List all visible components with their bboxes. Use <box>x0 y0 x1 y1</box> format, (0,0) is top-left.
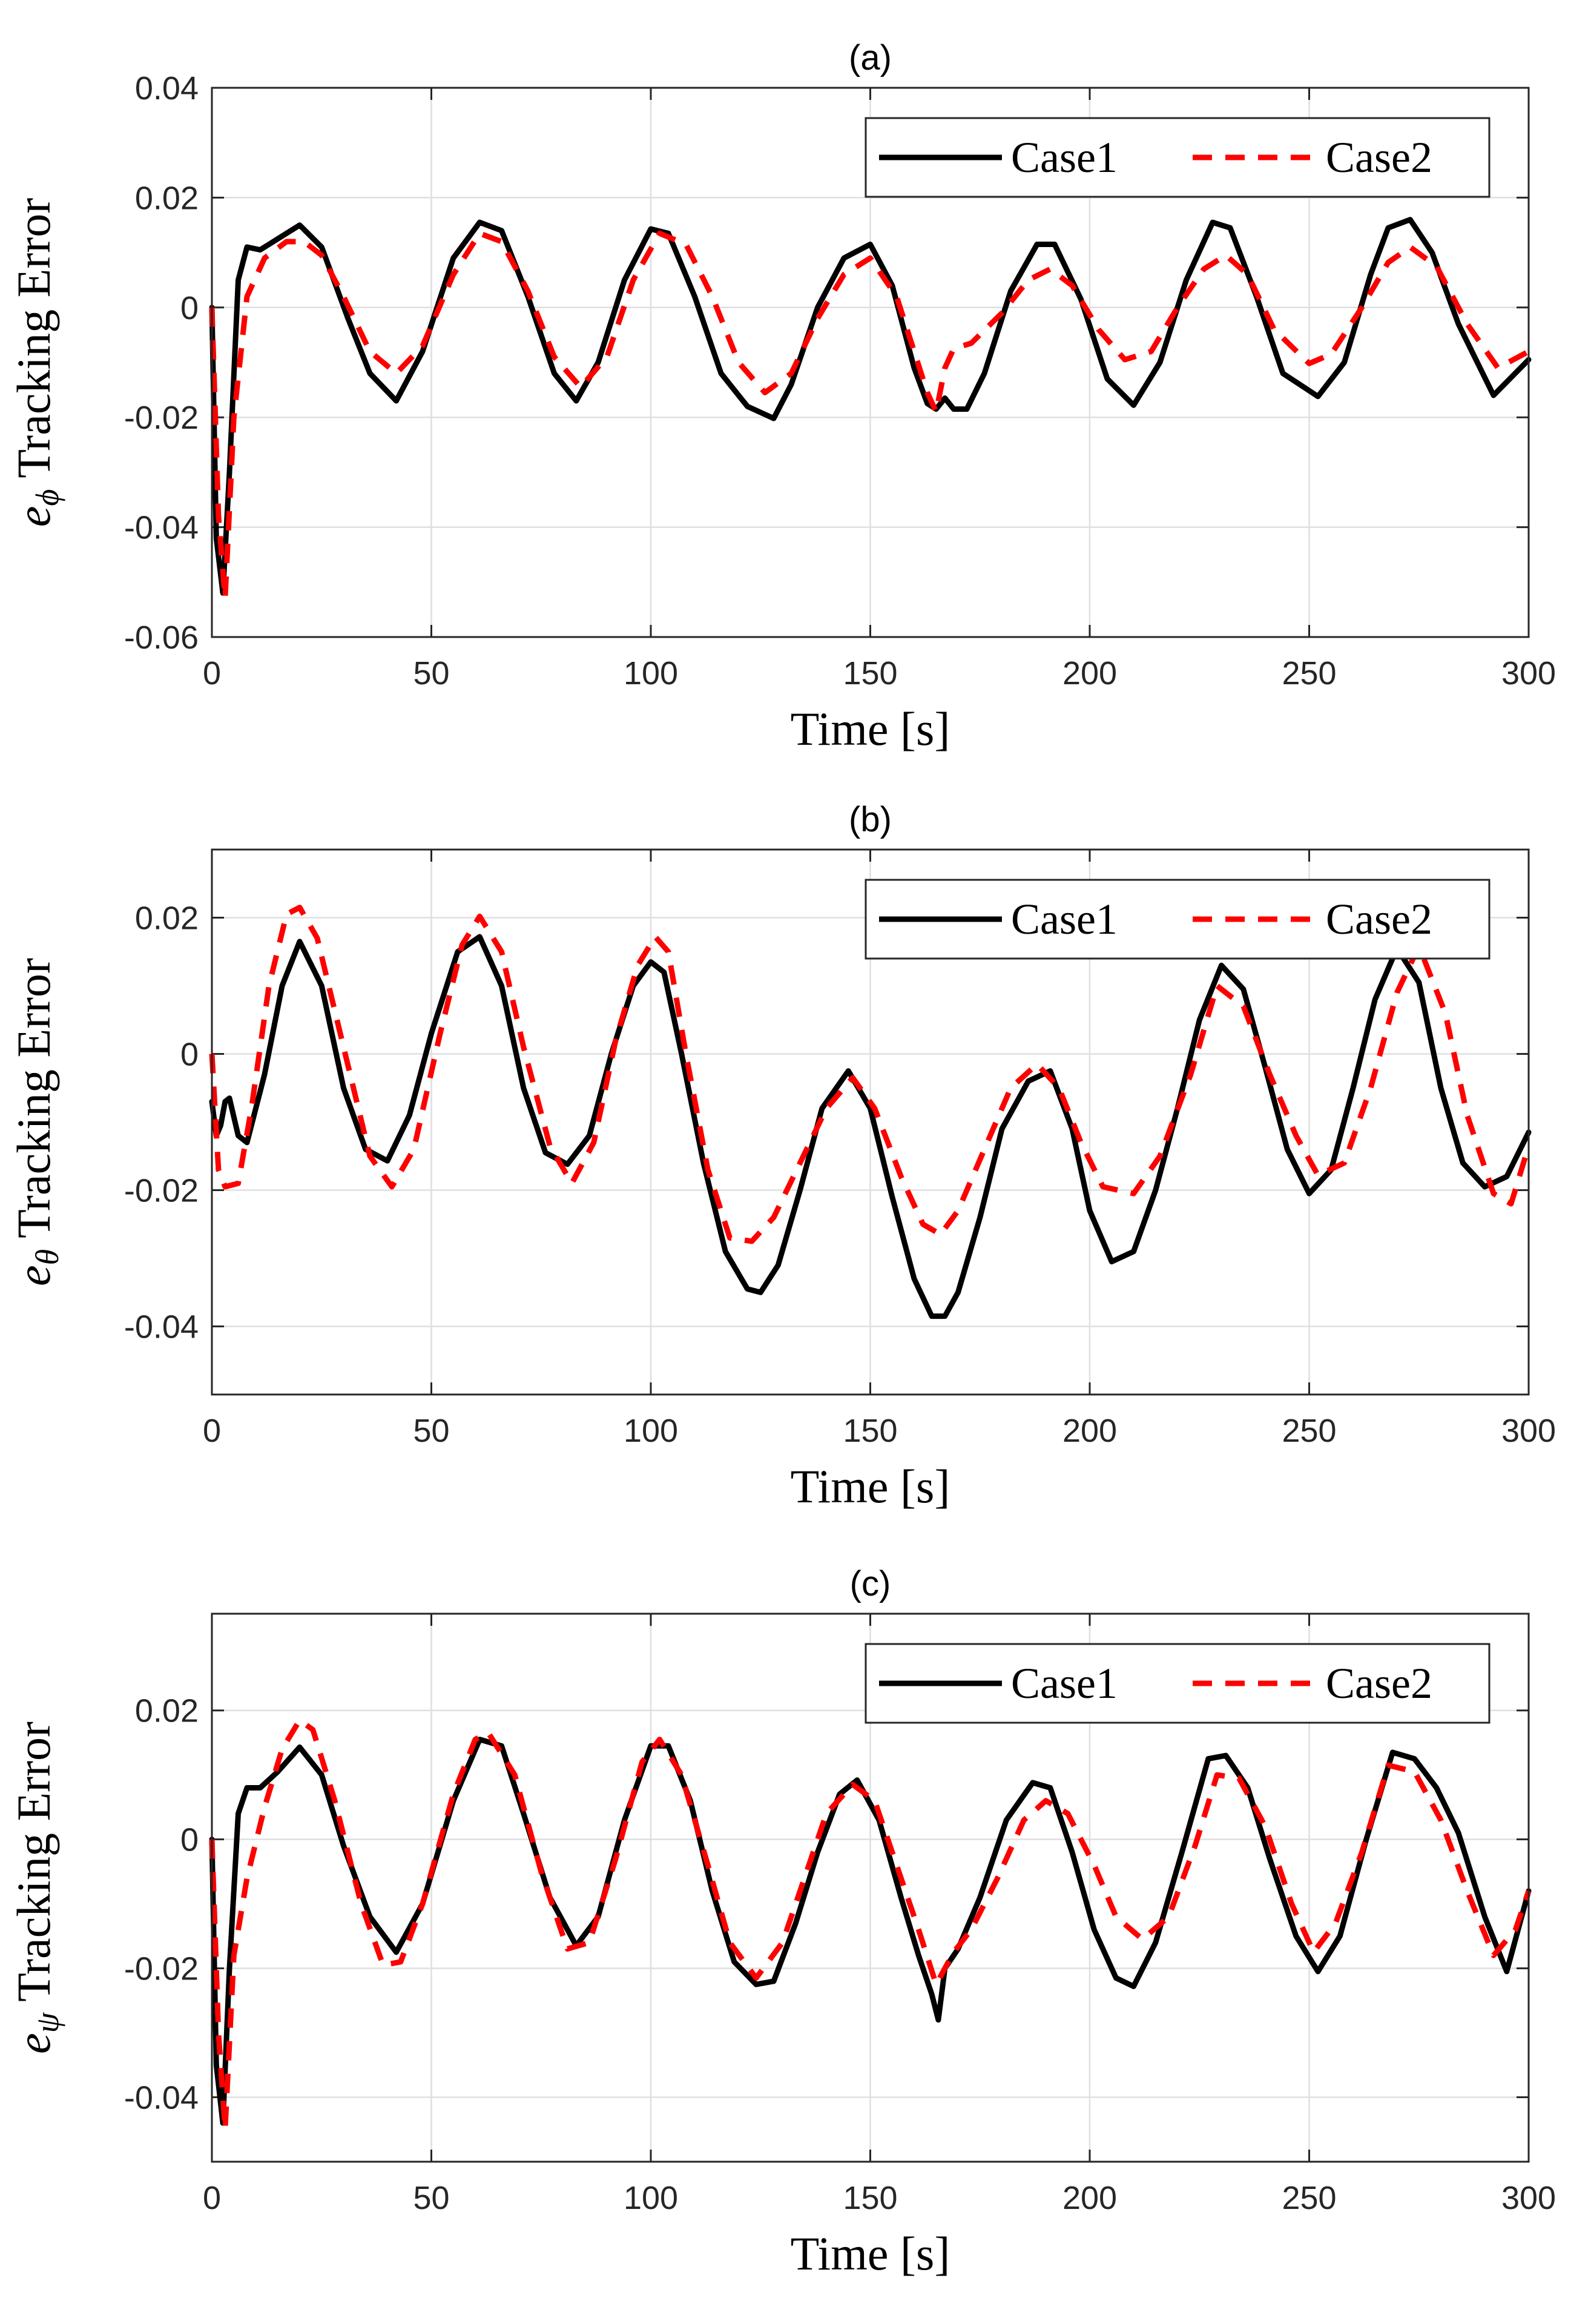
axes-box <box>211 87 1530 638</box>
y-tick-label: 0 <box>180 290 199 326</box>
y-axis-text: Tracking Error <box>7 198 60 478</box>
x-tick-label: 0 <box>203 655 221 692</box>
legend-label-case1: Case1 <box>1011 1659 1118 1708</box>
legend: Case1 Case2 <box>865 117 1491 198</box>
x-tick-label: 150 <box>843 2180 897 2216</box>
axes-box <box>211 1613 1530 2163</box>
x-tick-label: 200 <box>1062 655 1117 692</box>
x-tick-label: 150 <box>843 655 897 692</box>
y-axis-label: eθ Tracking Error <box>7 958 65 1286</box>
x-tick-label: 100 <box>624 2180 678 2216</box>
x-tick-label: 0 <box>203 2180 221 2216</box>
y-axis-text: Tracking Error <box>7 958 60 1238</box>
y-tick-label: -0.02 <box>124 1951 199 1987</box>
y-axis-symbol: e <box>7 506 60 527</box>
y-axis-label: eψ Tracking Error <box>7 1722 65 2054</box>
y-axis-label: eϕ Tracking Error <box>7 198 65 527</box>
y-tick-label: -0.04 <box>124 1309 199 1345</box>
x-tick-label: 250 <box>1282 655 1336 692</box>
x-tick-label: 100 <box>624 655 678 692</box>
legend: Case1 Case2 <box>865 1643 1491 1724</box>
x-tick-label: 0 <box>203 1413 221 1449</box>
x-tick-label: 250 <box>1282 1413 1336 1449</box>
legend-label-case2: Case2 <box>1326 1659 1432 1708</box>
series-line-case1 <box>209 934 1532 1319</box>
y-tick-label: -0.04 <box>124 510 199 546</box>
y-tick-label: -0.02 <box>124 1173 199 1209</box>
x-tick-label: 200 <box>1062 2180 1117 2216</box>
x-tick-label: 300 <box>1501 655 1556 692</box>
y-tick-label: -0.02 <box>124 400 199 436</box>
y-tick-label: -0.04 <box>124 2080 199 2116</box>
y-axis-subscript: ψ <box>29 2012 65 2033</box>
x-tick-label: 50 <box>413 1413 449 1449</box>
chart-title: (a) <box>849 38 892 78</box>
chart-panel-a: 0 50 100 150 200 250 300 -0.06 -0.04 -0.02 0 0.02 0.… <box>7 38 1556 755</box>
series-line-case2 <box>209 230 1530 601</box>
y-tick-label: 0.02 <box>135 1693 199 1729</box>
axes-box <box>211 848 1530 1396</box>
legend-label-case2: Case2 <box>1326 133 1432 182</box>
x-tick-label: 200 <box>1062 1413 1117 1449</box>
x-tick-label: 300 <box>1501 1413 1556 1449</box>
x-tick-label: 100 <box>624 1413 678 1449</box>
y-axis-text: Tracking Error <box>7 1722 60 2002</box>
legend-label-case1: Case1 <box>1011 895 1118 943</box>
x-tick-label: 50 <box>413 655 449 692</box>
x-axis-label: Time [s] <box>791 2227 950 2280</box>
legend-label-case2: Case2 <box>1326 895 1432 943</box>
y-tick-label: 0.02 <box>135 180 199 216</box>
chart-panel-c: 0 50 100 150 200 250 300 -0.04 -0.02 0 0.02 (c) Time… <box>7 1564 1556 2280</box>
series-line-case2 <box>209 1717 1532 2133</box>
x-tick-label: 300 <box>1501 2180 1556 2216</box>
y-tick-label: 0.04 <box>135 70 199 107</box>
chart-title: (c) <box>850 1564 891 1603</box>
y-tick-label: 0.02 <box>135 900 199 937</box>
y-tick-label: 0 <box>180 1037 199 1073</box>
y-tick-label: 0 <box>180 1822 199 1858</box>
legend-label-case1: Case1 <box>1011 133 1118 182</box>
y-axis-symbol: e <box>7 2033 60 2054</box>
x-axis-label: Time [s] <box>791 702 950 755</box>
y-axis-symbol: e <box>7 1265 60 1286</box>
y-tick-label: -0.06 <box>124 619 199 656</box>
y-axis-subscript: ϕ <box>29 489 65 506</box>
legend: Case1 Case2 <box>865 879 1491 960</box>
x-axis-label: Time [s] <box>791 1460 950 1513</box>
chart-panel-b: 0 50 100 150 200 250 300 -0.04 -0.02 0 0.02 (b) Time… <box>7 800 1556 1513</box>
series-line-case2 <box>209 905 1532 1244</box>
x-tick-label: 50 <box>413 2180 449 2216</box>
x-tick-label: 250 <box>1282 2180 1336 2216</box>
chart-title: (b) <box>849 800 892 839</box>
x-tick-label: 150 <box>843 1413 897 1449</box>
y-axis-subscript: θ <box>29 1249 65 1266</box>
